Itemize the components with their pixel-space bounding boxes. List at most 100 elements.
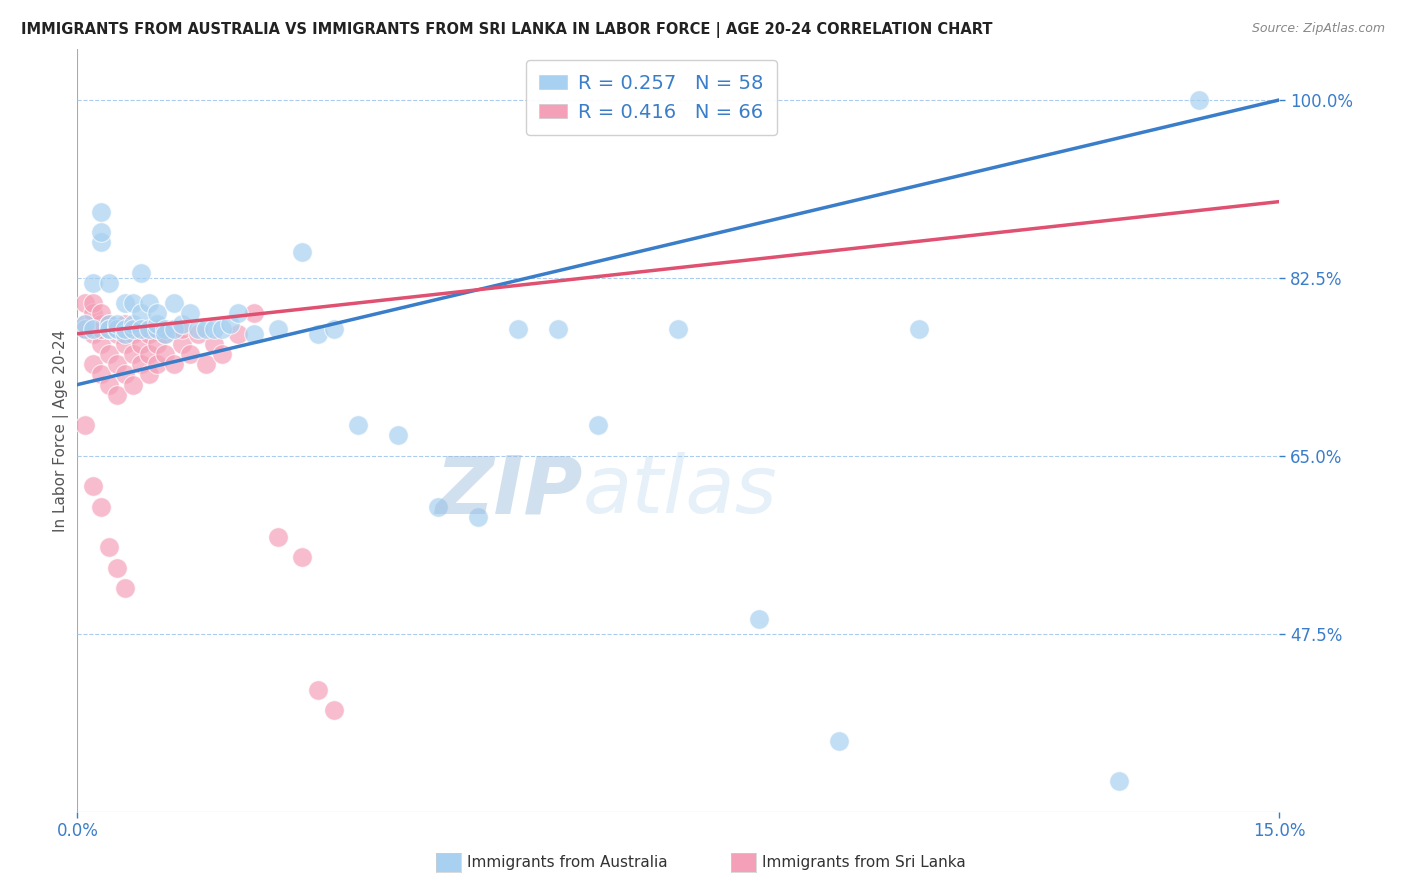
Point <box>90 322 112 336</box>
Point <box>82 296 104 310</box>
Point <box>170 337 193 351</box>
Point <box>107 322 129 336</box>
Point <box>75 322 97 336</box>
Point <box>162 296 184 310</box>
Point <box>75 296 97 310</box>
Point <box>82 322 104 336</box>
Point <box>90 235 112 250</box>
Point <box>908 322 931 336</box>
Point <box>588 418 610 433</box>
Text: Source: ZipAtlas.com: Source: ZipAtlas.com <box>1251 22 1385 36</box>
Point <box>307 682 329 697</box>
Point <box>307 326 329 341</box>
Text: IMMIGRANTS FROM AUSTRALIA VS IMMIGRANTS FROM SRI LANKA IN LABOR FORCE | AGE 20-2: IMMIGRANTS FROM AUSTRALIA VS IMMIGRANTS … <box>21 22 993 38</box>
Point <box>122 296 145 310</box>
Point <box>114 581 136 595</box>
Point <box>82 276 104 290</box>
Point <box>242 306 264 320</box>
Point <box>107 560 129 574</box>
Point <box>75 322 97 336</box>
Point <box>90 317 112 331</box>
Point <box>107 326 129 341</box>
Point <box>90 337 112 351</box>
Point <box>131 266 153 280</box>
Point <box>547 322 569 336</box>
Point <box>114 322 136 336</box>
Point <box>162 357 184 371</box>
Point <box>122 322 145 336</box>
Point <box>90 368 112 382</box>
Point <box>98 317 121 331</box>
Point <box>1188 93 1211 107</box>
Point <box>114 326 136 341</box>
Point <box>138 322 160 336</box>
Point <box>322 703 344 717</box>
Point <box>146 322 169 336</box>
Point <box>90 500 112 514</box>
Point <box>98 541 121 555</box>
Point <box>107 357 129 371</box>
Point <box>98 276 121 290</box>
Point <box>146 357 169 371</box>
Point <box>138 326 160 341</box>
Point <box>75 418 97 433</box>
Point <box>131 322 153 336</box>
Point <box>202 322 225 336</box>
Point <box>162 322 184 336</box>
Point <box>155 326 177 341</box>
Point <box>90 322 112 336</box>
Point <box>90 306 112 320</box>
Point <box>107 388 129 402</box>
Point <box>748 611 770 625</box>
Point <box>98 322 121 336</box>
Point <box>467 509 489 524</box>
Point <box>114 368 136 382</box>
Point <box>131 306 153 320</box>
Text: Immigrants from Sri Lanka: Immigrants from Sri Lanka <box>762 855 966 870</box>
Point <box>146 337 169 351</box>
Point <box>122 377 145 392</box>
Point <box>155 326 177 341</box>
Point <box>155 347 177 361</box>
Point <box>211 322 233 336</box>
Point <box>668 322 690 336</box>
Point <box>82 306 104 320</box>
Point <box>138 368 160 382</box>
Point <box>218 317 240 331</box>
Point <box>347 418 370 433</box>
Point <box>114 322 136 336</box>
Point <box>107 322 129 336</box>
Point <box>75 317 97 331</box>
Text: ZIP: ZIP <box>434 452 582 531</box>
Point <box>138 296 160 310</box>
Point <box>75 322 97 336</box>
Point <box>122 317 145 331</box>
Point <box>170 322 193 336</box>
Point <box>82 357 104 371</box>
Point <box>98 322 121 336</box>
Point <box>427 500 450 514</box>
Point <box>187 326 209 341</box>
Point <box>179 347 201 361</box>
Point <box>90 225 112 239</box>
Point <box>98 347 121 361</box>
Point <box>226 306 249 320</box>
Point <box>155 322 177 336</box>
Point <box>194 357 217 371</box>
Point <box>179 306 201 320</box>
Point <box>131 357 153 371</box>
Point <box>122 326 145 341</box>
Point <box>138 347 160 361</box>
Point <box>75 317 97 331</box>
Point <box>98 322 121 336</box>
Point <box>1108 774 1130 789</box>
Point <box>114 337 136 351</box>
Point <box>226 326 249 341</box>
Legend: R = 0.257   N = 58, R = 0.416   N = 66: R = 0.257 N = 58, R = 0.416 N = 66 <box>526 61 778 136</box>
Point <box>82 479 104 493</box>
Point <box>131 322 153 336</box>
Point <box>107 322 129 336</box>
Text: atlas: atlas <box>582 452 778 531</box>
Point <box>114 317 136 331</box>
Point <box>98 377 121 392</box>
